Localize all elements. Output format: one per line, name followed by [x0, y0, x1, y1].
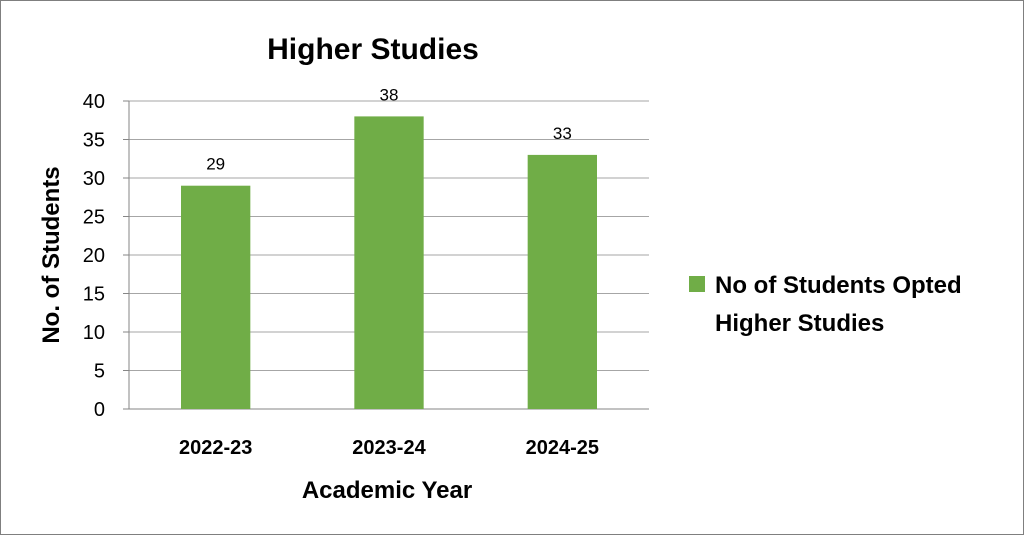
y-tick-label-15: 15: [83, 284, 105, 306]
y-tick-label-10: 10: [83, 322, 105, 344]
data-labels: 29 38 33: [206, 85, 572, 173]
x-tick-label-2024-25: 2024-25: [526, 437, 599, 459]
y-tick-labels: 0 5 10 15 20 25 30 35 40: [83, 91, 105, 421]
bar-2023-24: [354, 116, 424, 410]
data-label-2022-23: 29: [206, 155, 225, 174]
data-label-2024-25: 33: [553, 124, 572, 143]
y-tick-label-30: 30: [83, 168, 105, 190]
y-tick-label-0: 0: [94, 399, 105, 421]
x-tick-label-2022-23: 2022-23: [179, 437, 252, 459]
y-tick-label-40: 40: [83, 91, 105, 113]
x-axis-title: Academic Year: [302, 477, 472, 504]
y-tick-label-25: 25: [83, 207, 105, 229]
y-tick-label-20: 20: [83, 245, 105, 267]
chart-title: Higher Studies: [267, 33, 479, 66]
legend-label-line-2: Higher Studies: [715, 310, 884, 337]
legend-swatch: [689, 276, 705, 292]
x-tick-labels: 2022-23 2023-24 2024-25: [179, 437, 599, 459]
data-label-2023-24: 38: [380, 85, 399, 104]
y-tick-label-5: 5: [94, 361, 105, 383]
bars: [181, 116, 597, 410]
y-axis-title: No. of Students: [38, 166, 65, 343]
bar-2022-23: [181, 185, 251, 409]
legend: No of Students Opted Higher Studies: [689, 272, 962, 337]
y-tick-label-35: 35: [83, 130, 105, 152]
x-tick-label-2023-24: 2023-24: [352, 437, 426, 459]
legend-label-line-1: No of Students Opted: [715, 272, 962, 299]
bar-2024-25: [527, 154, 597, 409]
